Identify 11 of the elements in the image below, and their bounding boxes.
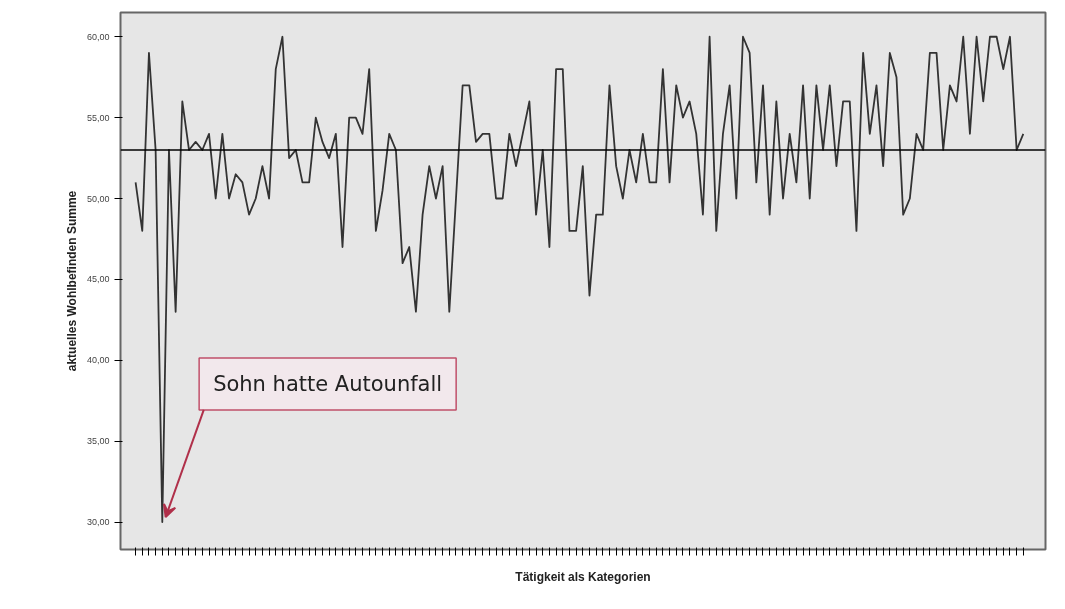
y-tick-label: 30,00 [86,517,110,527]
annotation: Sohn hatte Autounfall [213,371,443,396]
y-tick-label: 35,00 [86,436,110,447]
y-axis-title: aktuelles Wohlbefinden Summe [64,190,79,372]
y-tick-label: 50,00 [86,193,110,204]
y-tick-label: 45,00 [86,274,110,285]
x-axis-title: Tätigkeit als Kategorien [515,569,651,584]
y-tick-label: 40,00 [86,355,110,366]
y-tick-label: 60,00 [86,31,110,42]
y-tick-label: 55,00 [86,112,110,123]
line-series [134,35,1025,523]
